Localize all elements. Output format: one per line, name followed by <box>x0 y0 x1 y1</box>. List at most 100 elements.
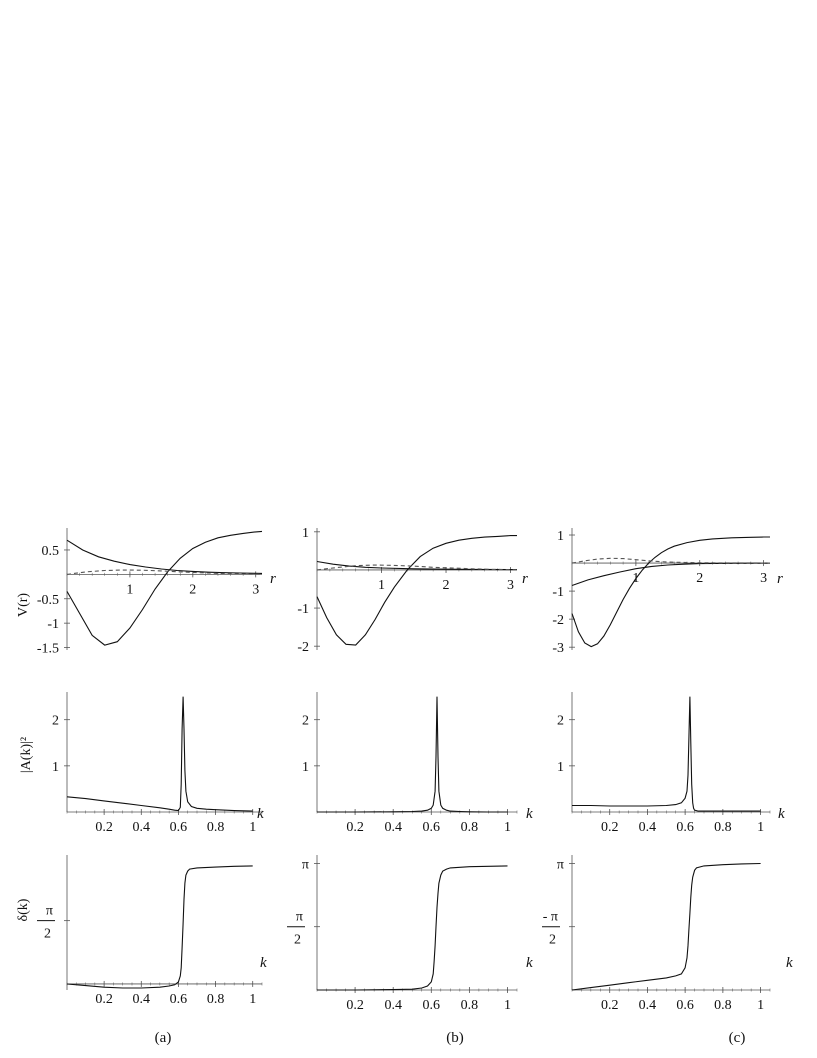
x-tick-label: 0.8 <box>461 820 479 835</box>
y-tick-label: 1 <box>557 760 564 775</box>
y-tick-label: 2 <box>557 714 564 729</box>
x-tick-label: 1 <box>249 820 256 835</box>
y-tick-label: 1 <box>302 526 309 541</box>
panel-a-potential: 1 2 3 0.5 -0.5 -1 -1.5 <box>37 528 263 657</box>
x-tick-label: 0.6 <box>170 992 188 1007</box>
ylabel-amplitude: |A(k)|² <box>19 737 34 773</box>
x-tick-label: 3 <box>507 578 514 593</box>
x-tick-label: 2 <box>189 582 196 597</box>
x-tick-label: 0.8 <box>207 992 225 1007</box>
caption-c: (c) <box>729 1030 746 1046</box>
x-tick-label: 3 <box>760 571 767 586</box>
xlabel-c-phase: k <box>786 955 793 971</box>
x-tick-label: 0.4 <box>384 998 402 1013</box>
x-tick-label: 1 <box>126 582 133 597</box>
x-tick-label: 1 <box>504 820 511 835</box>
x-tick-label: 0.8 <box>714 820 732 835</box>
y-tick-label-denominator: 2 <box>44 927 51 942</box>
xlabel-b-potential: r <box>522 571 528 587</box>
y-tick-label-denominator: 2 <box>294 933 301 948</box>
x-tick-label: 0.6 <box>170 820 188 835</box>
x-tick-label: 0.2 <box>346 998 364 1013</box>
panel-c-amplitude: 0.2 0.4 0.6 0.8 1 1 2 <box>557 692 771 835</box>
ylabel-phase: δ(k) <box>16 898 31 921</box>
y-tick-label: -1 <box>552 585 564 600</box>
x-tick-label: 0.4 <box>639 998 657 1013</box>
x-tick-label: 0.6 <box>423 998 441 1013</box>
series-line-1 <box>571 862 761 991</box>
xlabel-a-phase: k <box>260 955 267 971</box>
y-tick-label: 2 <box>302 714 309 729</box>
y-tick-label: -1 <box>47 617 59 632</box>
x-tick-label: 0.6 <box>676 998 694 1013</box>
x-tick-label: 1 <box>249 992 256 1007</box>
y-tick-label: 1 <box>302 760 309 775</box>
series-line-1 <box>66 539 263 574</box>
caption-b: (b) <box>446 1030 464 1046</box>
series-line-1 <box>571 562 770 587</box>
y-tick-label: -2 <box>552 613 564 628</box>
series-line-2 <box>316 535 517 646</box>
panel-b-potential: 1 2 3 1 -1 -2 <box>297 526 518 655</box>
y-tick-label: 1 <box>557 529 564 544</box>
y-tick-label: π <box>557 857 564 872</box>
y-tick-label: π <box>302 857 309 872</box>
panel-a-phase: 0.2 0.4 0.6 0.8 1 π 2 <box>37 855 263 1007</box>
x-tick-label: 1 <box>504 998 511 1013</box>
panel-grid: 1 2 3 0.5 -0.5 -1 -1.5 1 2 3 1 -1 -2 1 2 3 1 -1 -2 -3 0.2 0.4… <box>37 526 771 1013</box>
y-tick-label: 1 <box>52 760 59 775</box>
y-tick-label: -1.5 <box>37 642 59 657</box>
x-tick-label: 1 <box>757 998 764 1013</box>
x-tick-label: 3 <box>252 582 259 597</box>
panel-b-amplitude: 0.2 0.4 0.6 0.8 1 1 2 <box>302 692 518 835</box>
series-line-1 <box>317 696 508 813</box>
y-tick-label: -1 <box>297 602 309 617</box>
series-line-3 <box>316 564 518 571</box>
x-tick-label: 0.2 <box>95 820 113 835</box>
y-tick-label: 2 <box>52 714 59 729</box>
xlabel-c-amplitude: k <box>778 806 785 822</box>
y-tick-label-numerator: π <box>46 904 53 919</box>
x-tick-label: 0.6 <box>423 820 441 835</box>
ylabel-potential: V(r) <box>16 593 31 617</box>
x-tick-label: 2 <box>696 571 703 586</box>
x-tick-label: 0.2 <box>601 820 619 835</box>
series-line-1 <box>66 696 253 812</box>
y-tick-label: -2 <box>297 640 309 655</box>
x-tick-label: 0.4 <box>133 820 151 835</box>
series-line-1 <box>572 696 761 812</box>
series-line-1 <box>316 560 517 571</box>
x-tick-label: 0.4 <box>384 820 402 835</box>
caption-a: (a) <box>155 1030 172 1046</box>
xlabel-c-potential: r <box>777 571 783 587</box>
panel-b-phase: 0.2 0.4 0.6 0.8 1 π π 2 <box>287 855 518 1013</box>
x-tick-label: 0.2 <box>95 992 113 1007</box>
y-tick-label-numerator: - π <box>543 910 558 925</box>
panel-c-phase: 0.2 0.4 0.6 0.8 1 π - π 2 <box>542 855 771 1013</box>
x-tick-label: 0.8 <box>207 820 225 835</box>
xlabel-b-phase: k <box>526 955 533 971</box>
x-tick-label: 0.4 <box>133 992 151 1007</box>
x-tick-label: 2 <box>443 578 450 593</box>
xlabel-a-potential: r <box>270 571 276 587</box>
y-tick-label: 0.5 <box>42 544 60 559</box>
y-tick-label: -3 <box>552 641 564 656</box>
x-tick-label: 1 <box>757 820 764 835</box>
series-line-1 <box>66 865 253 989</box>
series-line-3 <box>66 569 263 575</box>
x-tick-label: 0.8 <box>461 998 479 1013</box>
y-tick-label-denominator: 2 <box>549 933 556 948</box>
y-tick-label: -0.5 <box>37 593 59 608</box>
x-tick-label: 0.6 <box>676 820 694 835</box>
x-tick-label: 0.8 <box>714 998 732 1013</box>
x-tick-label: 1 <box>378 578 385 593</box>
x-tick-label: 0.4 <box>639 820 657 835</box>
series-line-1 <box>317 865 508 991</box>
series-line-3 <box>571 557 770 564</box>
panel-c-potential: 1 2 31-1-2-3 <box>552 528 770 656</box>
xlabel-b-amplitude: k <box>526 806 533 822</box>
panel-a-amplitude: 0.2 0.4 0.6 0.8 1 1 2 <box>52 692 263 835</box>
series-line-2 <box>571 536 770 648</box>
series-line-2 <box>66 530 263 646</box>
